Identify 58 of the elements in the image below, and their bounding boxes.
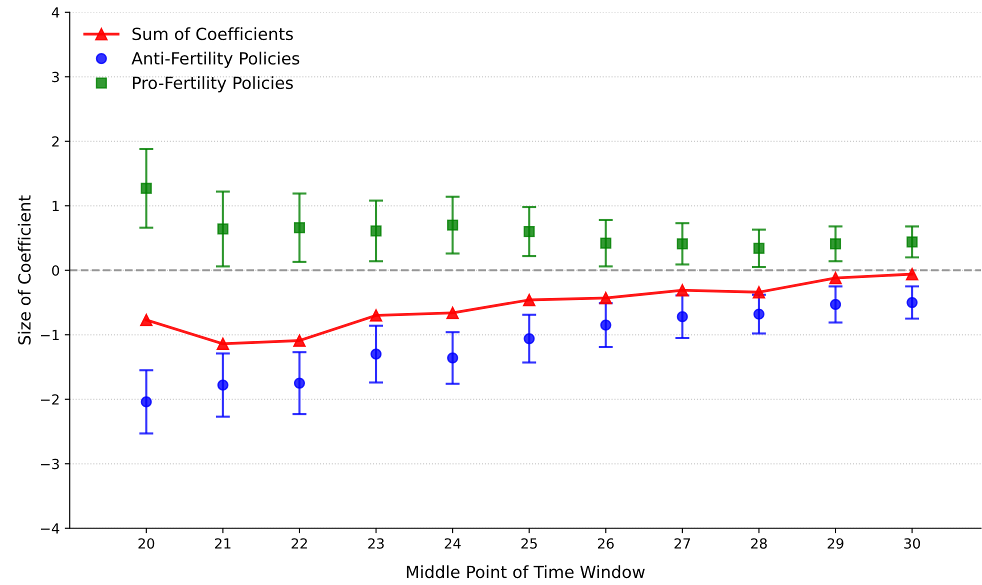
point	[753, 308, 764, 320]
x-tick-label: 21	[215, 538, 230, 549]
y-tick-label: 4	[52, 7, 60, 18]
y-axis-title: Size of Coefficient	[18, 195, 31, 344]
point	[217, 223, 228, 235]
point	[829, 272, 842, 284]
point	[370, 348, 382, 360]
x-tick-label: 23	[368, 538, 384, 549]
x-tick-label: 24	[444, 538, 461, 549]
point	[293, 334, 306, 347]
point	[753, 242, 764, 254]
x-tick-label: 22	[292, 538, 307, 549]
point	[906, 296, 918, 308]
y-tick-label: −1	[40, 330, 59, 340]
point	[217, 380, 228, 391]
y-tick-label: 2	[52, 136, 59, 147]
y-tick-label: 3	[52, 72, 59, 82]
point	[752, 286, 766, 298]
point	[447, 352, 458, 364]
point	[294, 222, 306, 234]
point	[140, 182, 152, 194]
x-tick-label: 27	[674, 538, 690, 549]
point	[446, 306, 459, 320]
point	[830, 238, 842, 250]
point	[524, 333, 535, 344]
x-tick-label: 28	[751, 538, 767, 549]
point	[140, 396, 152, 408]
x-tick-label: 25	[521, 538, 537, 549]
legend-label: Pro-Fertility Policies	[133, 76, 293, 92]
point	[600, 320, 612, 331]
y-tick-label: 1	[52, 200, 59, 212]
point	[524, 226, 535, 238]
point	[676, 311, 688, 322]
point	[522, 294, 536, 306]
point	[906, 268, 918, 280]
x-axis-title: Middle Point of Time Window	[406, 565, 645, 578]
legend-label: Sum of Coefficients	[132, 27, 293, 40]
point	[216, 338, 230, 350]
x-tick-label: 29	[828, 538, 844, 549]
y-tick-label: −2	[40, 394, 59, 405]
point	[600, 292, 612, 304]
x-tick-label: 20	[138, 538, 154, 549]
x-tick-label: 30	[904, 538, 920, 549]
legend-label: Anti-Fertility Policies	[132, 52, 300, 68]
point	[140, 314, 153, 326]
point	[294, 378, 306, 389]
point	[370, 225, 382, 236]
point	[447, 220, 458, 231]
y-tick-label: −4	[40, 523, 60, 534]
point	[906, 236, 918, 248]
point	[676, 238, 688, 250]
y-tick-label: 0	[52, 265, 60, 276]
y-tick-label: −3	[40, 458, 59, 470]
point	[676, 284, 689, 297]
point	[830, 298, 842, 310]
point	[370, 309, 382, 322]
point	[600, 238, 612, 249]
x-tick-label: 26	[598, 538, 614, 549]
